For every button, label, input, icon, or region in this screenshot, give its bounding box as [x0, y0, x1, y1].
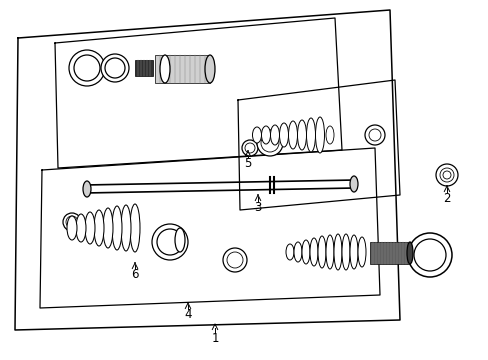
- Circle shape: [242, 140, 258, 156]
- Bar: [369, 242, 409, 264]
- Circle shape: [442, 171, 450, 179]
- Circle shape: [407, 233, 451, 277]
- Ellipse shape: [325, 126, 333, 144]
- Circle shape: [364, 125, 384, 145]
- Ellipse shape: [357, 237, 365, 267]
- Ellipse shape: [261, 126, 270, 144]
- Ellipse shape: [293, 242, 302, 262]
- Circle shape: [157, 229, 183, 255]
- Text: 2: 2: [442, 192, 450, 204]
- Circle shape: [223, 248, 246, 272]
- Circle shape: [439, 168, 453, 182]
- Bar: [135, 60, 153, 76]
- Ellipse shape: [85, 212, 95, 244]
- Ellipse shape: [160, 55, 170, 83]
- Ellipse shape: [204, 55, 215, 83]
- Text: 4: 4: [184, 309, 191, 321]
- Ellipse shape: [67, 216, 77, 240]
- Ellipse shape: [270, 125, 279, 145]
- Circle shape: [101, 54, 129, 82]
- Ellipse shape: [325, 235, 333, 269]
- Circle shape: [152, 224, 187, 260]
- Ellipse shape: [288, 121, 297, 149]
- Ellipse shape: [297, 120, 306, 150]
- Ellipse shape: [349, 235, 357, 269]
- Text: 6: 6: [131, 269, 139, 282]
- Ellipse shape: [315, 117, 324, 153]
- Ellipse shape: [333, 234, 341, 270]
- Ellipse shape: [349, 176, 357, 192]
- Ellipse shape: [103, 208, 113, 248]
- Ellipse shape: [94, 210, 104, 246]
- Ellipse shape: [279, 123, 288, 147]
- Circle shape: [261, 134, 279, 152]
- Ellipse shape: [130, 204, 140, 252]
- Ellipse shape: [317, 236, 325, 268]
- Circle shape: [413, 239, 445, 271]
- Ellipse shape: [406, 242, 412, 264]
- Circle shape: [257, 130, 283, 156]
- Ellipse shape: [112, 206, 122, 250]
- Circle shape: [244, 143, 254, 153]
- Ellipse shape: [302, 240, 309, 264]
- Ellipse shape: [252, 127, 261, 143]
- Circle shape: [74, 55, 100, 81]
- Ellipse shape: [121, 205, 131, 251]
- Circle shape: [105, 58, 125, 78]
- Ellipse shape: [306, 118, 315, 152]
- Ellipse shape: [341, 234, 349, 270]
- Ellipse shape: [285, 244, 293, 260]
- Text: 1: 1: [211, 332, 218, 345]
- Circle shape: [66, 216, 78, 228]
- Ellipse shape: [175, 228, 184, 252]
- Ellipse shape: [83, 181, 91, 197]
- Circle shape: [69, 50, 105, 86]
- Circle shape: [63, 213, 81, 231]
- Bar: [155, 55, 209, 83]
- Text: 5: 5: [244, 157, 251, 170]
- Circle shape: [226, 252, 243, 268]
- Ellipse shape: [309, 238, 317, 266]
- Ellipse shape: [76, 214, 86, 242]
- Circle shape: [368, 129, 380, 141]
- Circle shape: [435, 164, 457, 186]
- Text: 3: 3: [254, 201, 261, 213]
